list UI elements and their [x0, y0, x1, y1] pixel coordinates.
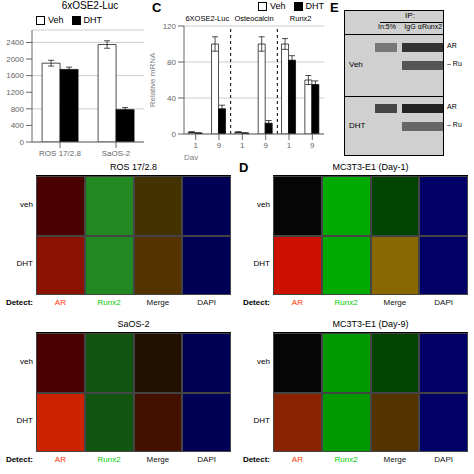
html-text:DHT: DHT	[349, 120, 366, 130]
html-text:AR: AR	[54, 455, 66, 464]
html-text:– Ru: – Ru	[447, 60, 462, 67]
html-text:– Ru: – Ru	[447, 121, 462, 128]
svg-text:800: 800	[11, 105, 25, 114]
html-text:AR: AR	[447, 42, 457, 49]
svg-text:Osteocalcin: Osteocalcin	[234, 14, 273, 23]
svg-text:9: 9	[310, 141, 315, 150]
html-text:DAPI: DAPI	[197, 298, 216, 307]
html-text:Veh: Veh	[270, 1, 286, 11]
html-text:Detect:: Detect:	[5, 298, 33, 307]
html-text:Runx2: Runx2	[97, 455, 121, 464]
html-text:AR: AR	[54, 298, 66, 307]
html-text:MC3T3-E1 (Day-1): MC3T3-E1 (Day-1)	[332, 162, 409, 172]
html-text:IgG αRunx2: IgG αRunx2	[404, 23, 443, 30]
html-text:AR: AR	[291, 298, 303, 307]
html-text:Runx2: Runx2	[334, 298, 358, 307]
html-text:IP:: IP:	[405, 11, 415, 20]
svg-text:Day: Day	[184, 153, 198, 160]
html-text:Merge: Merge	[383, 455, 407, 464]
html-text:veh: veh	[20, 356, 33, 366]
svg-text:Runx2: Runx2	[290, 14, 312, 23]
html-text:Detect:: Detect:	[5, 455, 33, 464]
svg-text:1: 1	[193, 141, 198, 150]
svg-text:0: 0	[20, 138, 25, 147]
html-text:DHT: DHT	[253, 259, 270, 269]
html-text:DAPI: DAPI	[434, 455, 453, 464]
html-text:veh: veh	[257, 199, 270, 209]
html-text:Merge: Merge	[383, 298, 407, 307]
svg-text:40: 40	[167, 94, 176, 103]
html-text:veh: veh	[20, 199, 33, 209]
html-text:SaOS-2: SaOS-2	[117, 319, 150, 329]
svg-text:80: 80	[167, 58, 176, 67]
svg-text:9: 9	[217, 141, 222, 150]
html-text:In:5%: In:5%	[378, 23, 396, 30]
svg-text:0: 0	[172, 130, 177, 139]
svg-text:Relative mRNA: Relative mRNA	[150, 52, 157, 107]
html-text:Veh: Veh	[48, 15, 64, 25]
svg-text:2000: 2000	[8, 55, 25, 64]
html-text:C: C	[152, 0, 162, 15]
html-text:DHT: DHT	[253, 416, 270, 426]
html-text:6xOSE2-Luc: 6xOSE2-Luc	[61, 0, 119, 11]
html-text:Runx2: Runx2	[334, 455, 358, 464]
html-text:MC3T3-E1 (Day-9): MC3T3-E1 (Day-9)	[332, 319, 409, 329]
svg-text:2400: 2400	[8, 38, 25, 47]
html-text:DAPI: DAPI	[197, 455, 216, 464]
svg-text:1: 1	[240, 141, 245, 150]
html-text:DHT: DHT	[83, 15, 102, 25]
html-text:Merge: Merge	[146, 298, 170, 307]
svg-text:1200: 1200	[8, 88, 25, 97]
html-text:Veh: Veh	[349, 59, 363, 69]
html-text:E: E	[330, 0, 339, 15]
svg-text:400: 400	[11, 121, 25, 130]
html-text:Detect:: Detect:	[242, 455, 270, 464]
html-text:Detect:: Detect:	[242, 298, 270, 307]
html-text:AR: AR	[291, 455, 303, 464]
html-text:Merge: Merge	[146, 455, 170, 464]
html-text:DAPI: DAPI	[434, 298, 453, 307]
html-text:Runx2: Runx2	[97, 298, 121, 307]
html-text:DHT: DHT	[305, 1, 324, 11]
svg-text:SaOS-2: SaOS-2	[102, 149, 131, 158]
html-text:DHT: DHT	[16, 416, 33, 426]
html-text:veh: veh	[257, 356, 270, 366]
svg-text:6XOSE2-Luc: 6XOSE2-Luc	[185, 14, 229, 23]
html-text:D: D	[239, 160, 249, 175]
svg-text:9: 9	[263, 141, 268, 150]
svg-text:ROS 17/2.8: ROS 17/2.8	[39, 149, 81, 158]
html-text:AR: AR	[447, 103, 457, 110]
svg-text:120: 120	[163, 22, 177, 31]
html-text:ROS 17/2.8: ROS 17/2.8	[110, 162, 157, 172]
html-text:DHT: DHT	[16, 259, 33, 269]
svg-text:1: 1	[287, 141, 292, 150]
svg-text:1600: 1600	[8, 71, 25, 80]
